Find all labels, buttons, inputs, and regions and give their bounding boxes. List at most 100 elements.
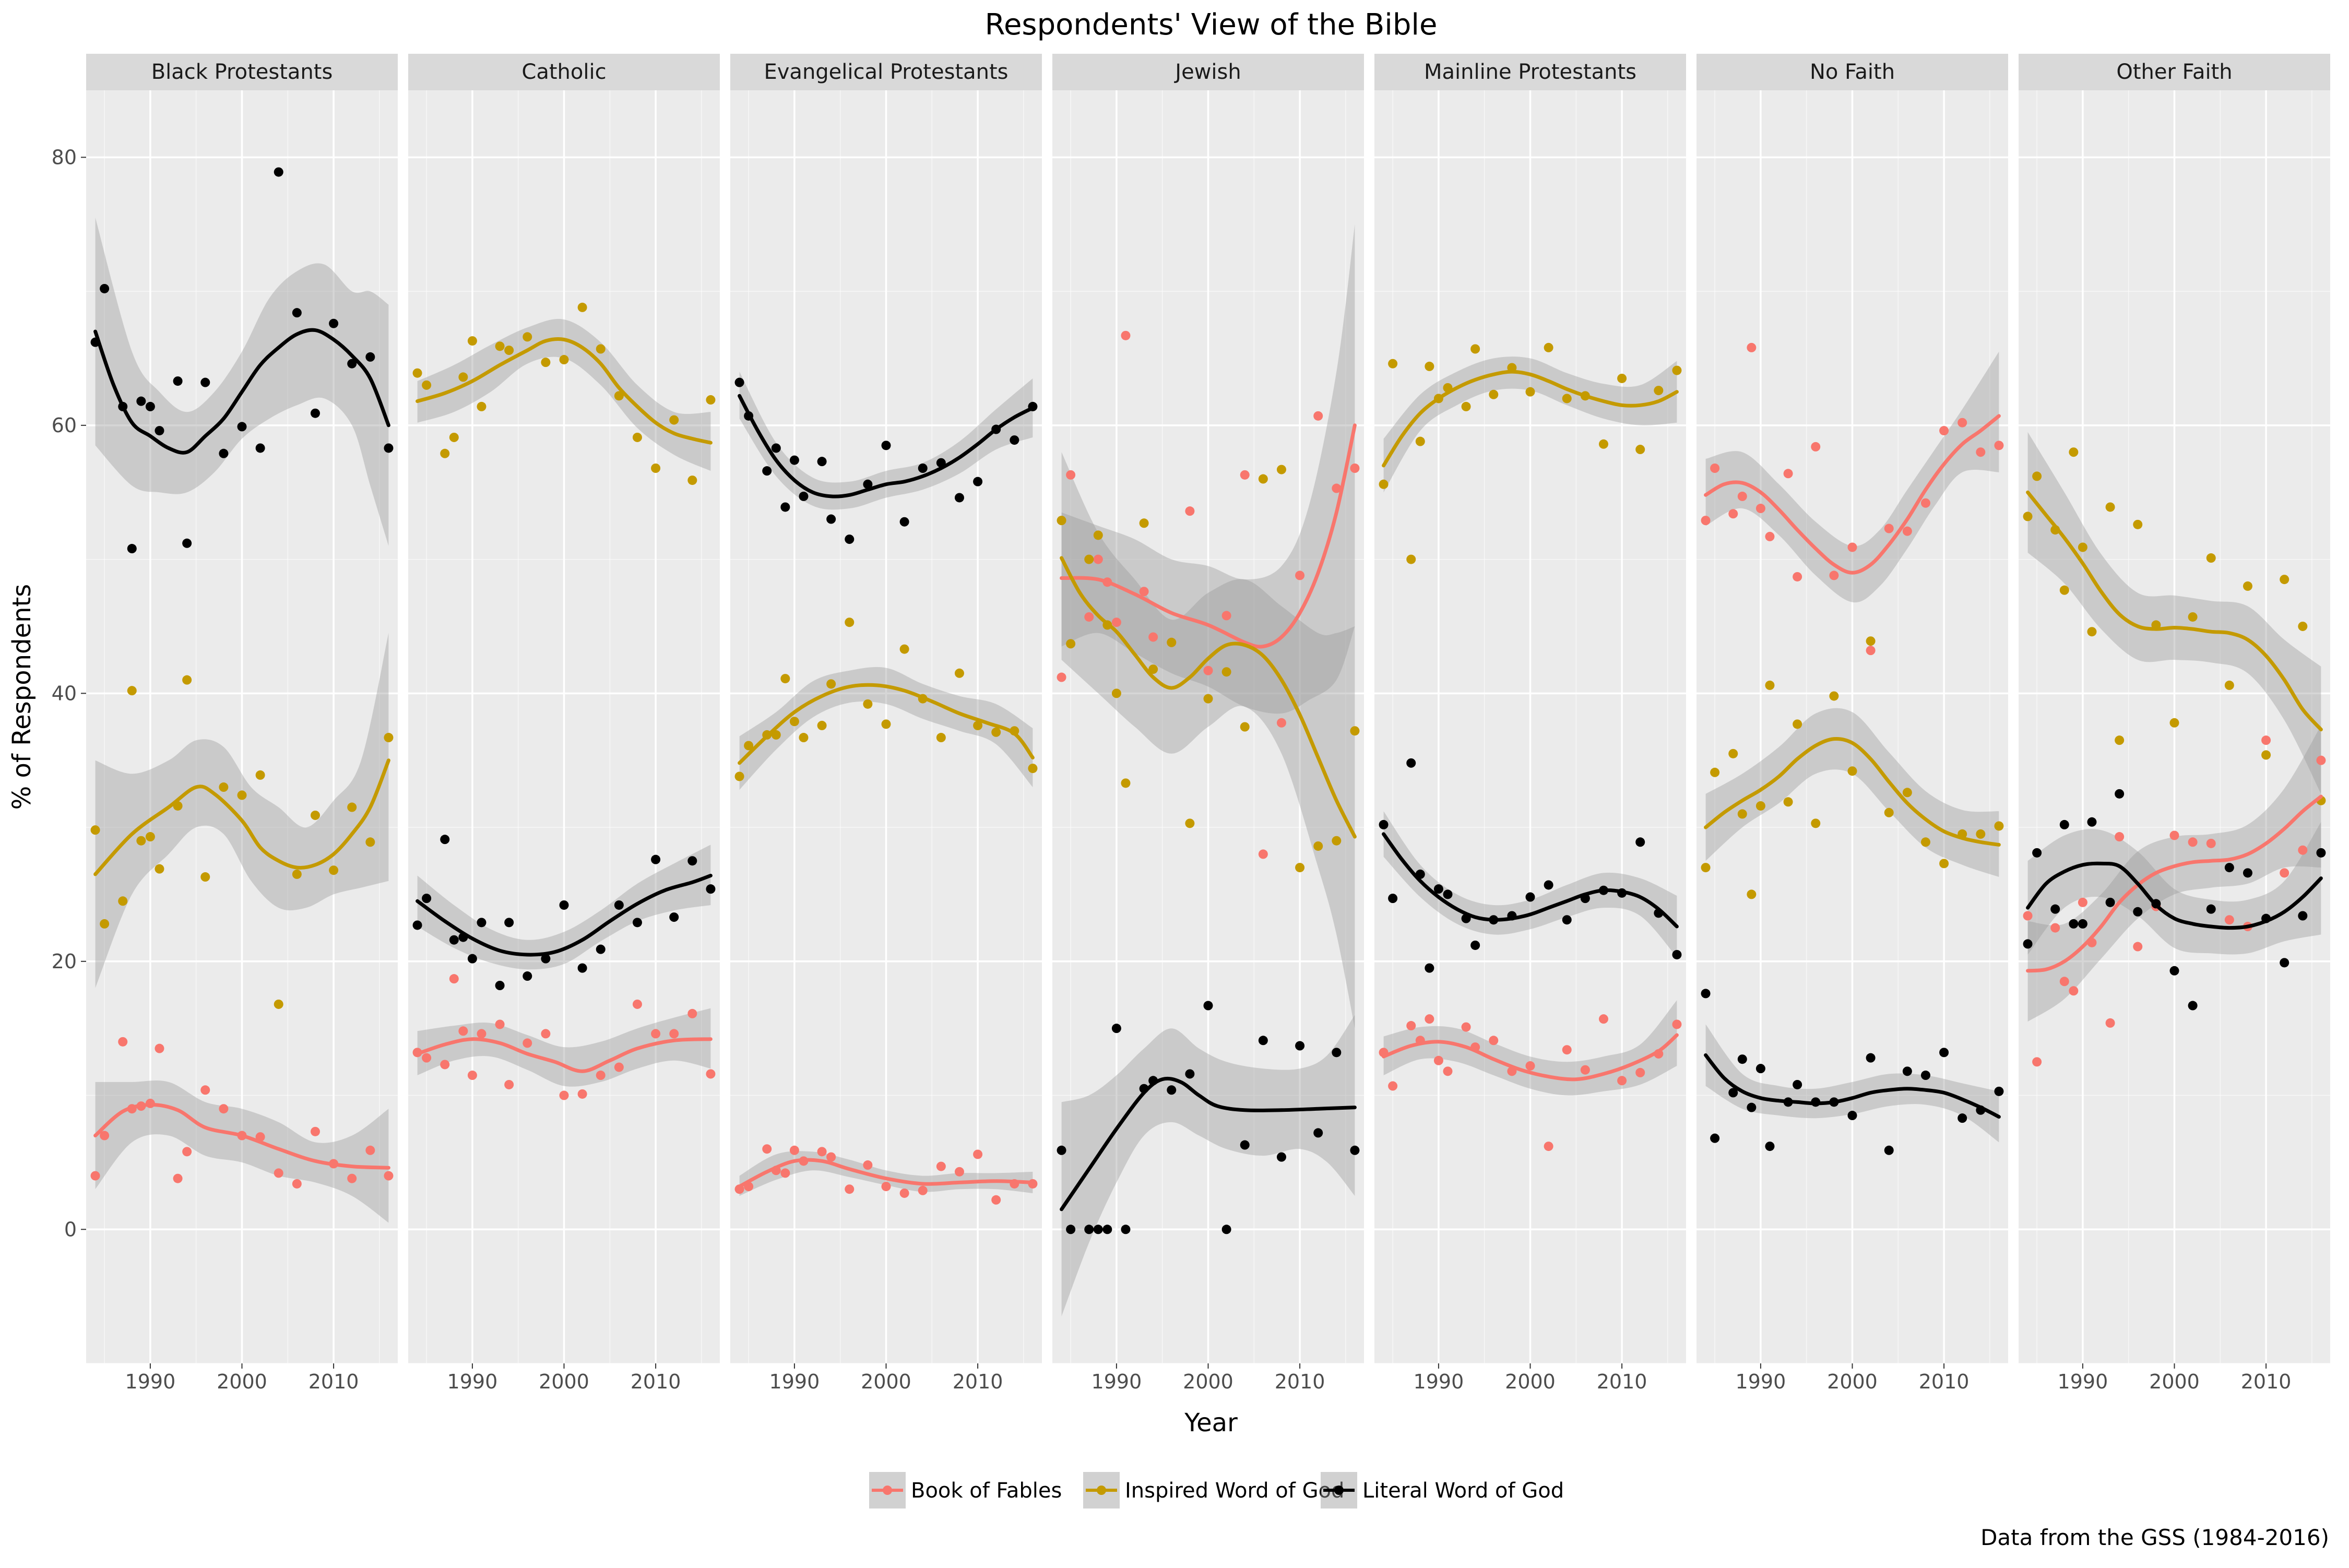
point-inspired-word-of-god (118, 896, 128, 906)
point-inspired-word-of-god (1783, 797, 1793, 807)
smooth-line-literal-word-of-god (1060, 1076, 1357, 1211)
point-book-of-fables (789, 1145, 799, 1155)
legend-item-inspired-word-of-god: Inspired Word of God (1083, 1472, 1344, 1508)
point-book-of-fables (973, 1149, 983, 1159)
point-inspired-word-of-god (845, 617, 855, 627)
point-book-of-fables (706, 1069, 716, 1079)
confidence-band-inspired-word-of-god (1705, 708, 1999, 877)
point-inspired-word-of-god (1747, 889, 1757, 899)
point-book-of-fables (274, 1168, 283, 1178)
point-book-of-fables (1111, 617, 1121, 627)
point-literal-word-of-god (1443, 889, 1453, 899)
panel-jewish: Jewish 1990 2000 2010 (1052, 54, 1364, 1393)
point-literal-word-of-god (734, 377, 744, 387)
y-tick-label: 20 (52, 950, 77, 973)
point-inspired-word-of-god (523, 332, 532, 342)
point-book-of-fables (173, 1173, 183, 1183)
point-inspired-word-of-god (789, 717, 799, 727)
point-literal-word-of-god (1066, 1225, 1076, 1234)
point-literal-word-of-god (1350, 1145, 1360, 1155)
smooth-line-book-of-fables (1704, 414, 2001, 575)
point-inspired-word-of-god (771, 730, 781, 740)
point-literal-word-of-god (1793, 1079, 1802, 1089)
point-book-of-fables (2133, 942, 2143, 952)
legend-label: Literal Word of God (1362, 1479, 1564, 1503)
point-inspired-word-of-god (1093, 530, 1103, 540)
point-inspired-word-of-god (2169, 718, 2179, 728)
point-inspired-word-of-god (1562, 394, 1572, 403)
point-book-of-fables (541, 1029, 551, 1039)
point-book-of-fables (1240, 470, 1250, 480)
point-inspired-word-of-god (145, 832, 155, 842)
smooth-line-inspired-word-of-god (1382, 370, 1679, 468)
point-inspired-word-of-god (1847, 766, 1857, 776)
point-inspired-word-of-god (881, 719, 891, 729)
point-literal-word-of-god (845, 534, 855, 544)
point-literal-word-of-god (1701, 989, 1711, 999)
point-inspired-word-of-god (1240, 722, 1250, 732)
plot-area-evangelical-protestants (734, 372, 1038, 1205)
point-literal-word-of-god (1295, 1041, 1305, 1051)
point-book-of-fables (1148, 632, 1158, 642)
smooth-line-book-of-fables (93, 1102, 390, 1170)
point-literal-word-of-god (1203, 1001, 1213, 1011)
point-literal-word-of-god (365, 352, 375, 362)
point-book-of-fables (651, 1029, 661, 1039)
point-literal-word-of-god (1765, 1142, 1775, 1151)
confidence-band-book-of-fables (95, 1080, 389, 1223)
point-literal-word-of-god (2105, 897, 2115, 907)
strip-black-protestants (86, 54, 398, 90)
x-tick-label: 2000 (539, 1370, 589, 1393)
y-axis-title: % of Respondents (7, 584, 37, 810)
point-literal-word-of-god (826, 514, 836, 524)
point-inspired-word-of-god (255, 770, 265, 780)
point-inspired-word-of-god (467, 336, 477, 346)
point-literal-word-of-god (1425, 963, 1434, 973)
smooth-line-inspired-word-of-god (2026, 490, 2323, 732)
point-book-of-fables (422, 1053, 432, 1063)
point-literal-word-of-god (1884, 1145, 1894, 1155)
point-literal-word-of-god (973, 477, 983, 486)
x-tick-label: 2000 (2149, 1370, 2200, 1393)
point-literal-word-of-god (1433, 884, 1443, 894)
point-literal-word-of-god (632, 918, 642, 928)
point-inspired-word-of-god (495, 341, 505, 351)
point-inspired-word-of-god (1920, 837, 1930, 847)
point-inspired-word-of-god (1489, 389, 1499, 399)
point-literal-word-of-god (559, 900, 569, 910)
point-literal-word-of-god (1388, 894, 1398, 904)
point-book-of-fables (669, 1029, 679, 1039)
point-inspired-word-of-god (1066, 639, 1076, 649)
point-book-of-fables (1332, 483, 1342, 493)
point-book-of-fables (1737, 491, 1747, 501)
point-literal-word-of-god (899, 517, 909, 527)
point-inspired-word-of-god (274, 999, 283, 1009)
point-book-of-fables (1710, 463, 1720, 473)
point-literal-word-of-god (1635, 837, 1645, 847)
point-inspired-word-of-god (2032, 471, 2042, 481)
point-inspired-word-of-god (182, 675, 192, 685)
point-literal-word-of-god (1470, 940, 1480, 950)
confidence-band-book-of-fables (739, 1151, 1033, 1196)
point-book-of-fables (118, 1037, 128, 1047)
panel-catholic: Catholic 1990 2000 2010 (408, 54, 720, 1393)
point-literal-word-of-god (274, 167, 283, 177)
point-inspired-word-of-god (863, 699, 873, 709)
point-book-of-fables (863, 1160, 873, 1170)
smooth-line-inspired-word-of-god (1704, 737, 2001, 847)
x-tick-label: 1990 (2058, 1370, 2108, 1393)
point-literal-word-of-god (1276, 1152, 1286, 1162)
smooth-line-inspired-word-of-god (1060, 556, 1357, 839)
point-inspired-word-of-god (1617, 373, 1627, 383)
y-tick-label: 0 (64, 1218, 77, 1241)
point-book-of-fables (1811, 442, 1821, 452)
point-book-of-fables (1958, 418, 1967, 427)
panel-no-faith: No Faith 1990 2000 2010 (1696, 54, 2008, 1393)
point-literal-word-of-god (687, 856, 697, 866)
point-book-of-fables (614, 1062, 624, 1072)
point-literal-word-of-god (495, 981, 505, 991)
point-inspired-word-of-god (2059, 585, 2069, 595)
point-inspired-word-of-god (1111, 688, 1121, 698)
confidence-band-book-of-fables (417, 1008, 711, 1087)
